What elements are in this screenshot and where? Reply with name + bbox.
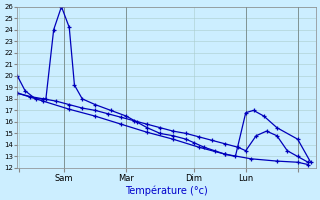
X-axis label: Température (°c): Température (°c)	[125, 185, 208, 196]
